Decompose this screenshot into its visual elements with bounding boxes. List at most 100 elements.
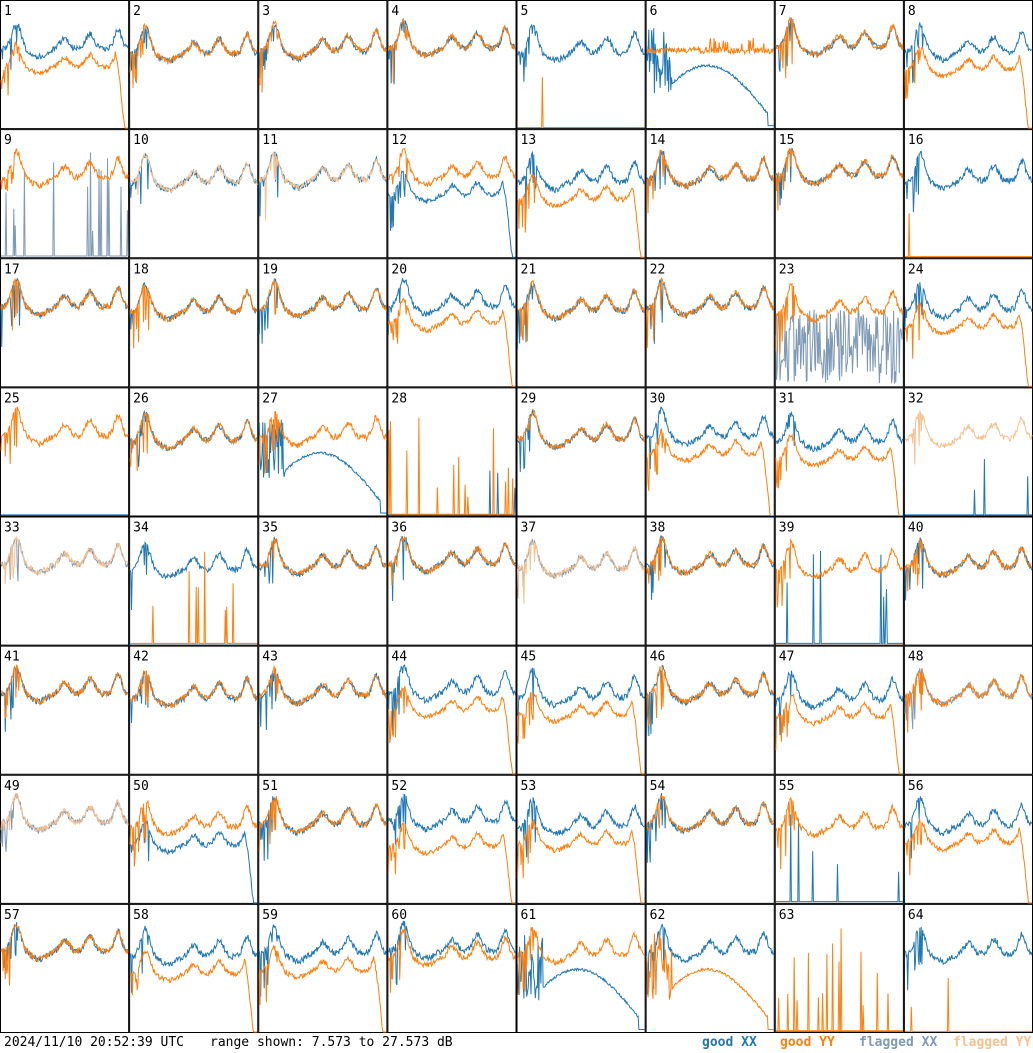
yy-trace	[0, 278, 129, 331]
panel-24: 24	[903, 258, 1033, 388]
panel-label: 56	[908, 779, 924, 794]
yy-trace	[646, 933, 774, 1030]
panel-frame	[774, 774, 904, 904]
panel-frame	[903, 645, 1033, 775]
yy-trace	[517, 691, 645, 775]
panel-28: 28	[387, 387, 517, 517]
panel-38: 38	[645, 516, 775, 646]
panel-55: 55	[774, 774, 904, 904]
yy-trace	[646, 794, 775, 834]
panel-15: 15	[774, 129, 904, 259]
yy-trace	[0, 923, 129, 986]
yy-trace	[387, 17, 516, 83]
panel-frame	[258, 0, 388, 130]
panel-frame	[387, 0, 517, 130]
panel-63: 63	[774, 903, 904, 1033]
xx-trace	[1, 152, 129, 257]
panel-frame	[774, 516, 904, 646]
xx-trace	[646, 406, 775, 470]
xx-trace	[775, 410, 904, 453]
panel-label: 59	[262, 908, 278, 923]
panel-label: 47	[779, 650, 795, 665]
panel-34: 34	[129, 516, 259, 646]
yy-trace	[129, 284, 258, 349]
yy-trace	[258, 537, 387, 578]
legend-flagged-yy: flagged YY	[953, 1035, 1032, 1050]
panel-frame	[129, 258, 259, 388]
panel-label: 15	[779, 133, 795, 148]
panel-label: 10	[133, 133, 149, 148]
panel-frame	[258, 645, 388, 775]
legend-flagged-xx: flagged XX	[859, 1035, 938, 1050]
panel-39: 39	[774, 516, 904, 646]
panel-42: 42	[129, 645, 259, 775]
xx-trace	[904, 926, 1033, 991]
panel-frame	[645, 0, 775, 130]
panel-frame	[387, 516, 517, 646]
yy-trace	[259, 278, 387, 319]
xx-trace	[775, 308, 904, 384]
panel-label: 64	[908, 908, 924, 923]
yy-trace	[387, 417, 516, 515]
panel-frame	[774, 645, 904, 775]
panel-frame	[645, 258, 775, 388]
panel-32: 32	[903, 387, 1033, 517]
panel-35: 35	[258, 516, 388, 646]
yy-trace	[129, 670, 258, 709]
panel-29: 29	[516, 387, 646, 517]
xx-trace	[646, 150, 775, 191]
panel-label: 49	[4, 779, 20, 794]
yy-trace	[517, 280, 646, 342]
panel-frame	[645, 516, 775, 646]
timestamp: 2024/11/10 20:52:39 UTC	[4, 1035, 185, 1050]
yy-trace	[387, 928, 516, 993]
yy-trace	[0, 40, 129, 129]
panel-27: 27	[258, 387, 388, 517]
panel-label: 2	[133, 4, 141, 19]
panel-frame	[258, 129, 388, 259]
yy-trace	[904, 537, 1033, 592]
xx-trace	[646, 28, 774, 127]
yy-trace	[387, 297, 516, 387]
panel-37: 37	[516, 516, 646, 646]
yy-trace	[1, 664, 129, 719]
xx-trace	[258, 924, 387, 997]
xx-trace	[517, 150, 646, 214]
panel-frame	[129, 516, 259, 646]
panel-label: 22	[650, 262, 666, 277]
panel-label: 36	[391, 521, 407, 536]
xx-trace	[517, 24, 646, 82]
yy-trace	[258, 20, 387, 93]
panel-36: 36	[387, 516, 517, 646]
panel-frame	[516, 774, 646, 904]
panel-label: 19	[262, 262, 278, 277]
yy-trace	[0, 406, 129, 465]
panel-frame	[645, 903, 775, 1033]
panel-41: 41	[0, 645, 130, 775]
panel-frame	[258, 774, 388, 904]
panel-label: 46	[650, 650, 666, 665]
panel-label: 8	[908, 4, 916, 19]
yy-trace	[517, 540, 645, 604]
panel-label: 9	[4, 133, 12, 148]
panel-frame	[516, 645, 646, 775]
panel-label: 28	[391, 391, 407, 406]
panel-frame	[0, 903, 130, 1033]
panel-frame	[774, 0, 904, 130]
panel-label: 40	[908, 521, 924, 536]
panel-label: 23	[779, 262, 795, 277]
panel-frame	[129, 645, 259, 775]
panel-21: 21	[516, 258, 646, 388]
panel-label: 58	[133, 908, 149, 923]
panel-label: 24	[908, 262, 924, 277]
yy-trace	[904, 46, 1032, 129]
panel-51: 51	[258, 774, 388, 904]
yy-trace	[904, 977, 1032, 1032]
panel-14: 14	[645, 129, 775, 259]
panel-23: 23	[774, 258, 904, 388]
panel-label: 11	[262, 133, 278, 148]
panel-label: 35	[262, 521, 278, 536]
panel-label: 6	[650, 4, 658, 19]
panel-frame	[645, 774, 775, 904]
panel-49: 49	[0, 774, 130, 904]
